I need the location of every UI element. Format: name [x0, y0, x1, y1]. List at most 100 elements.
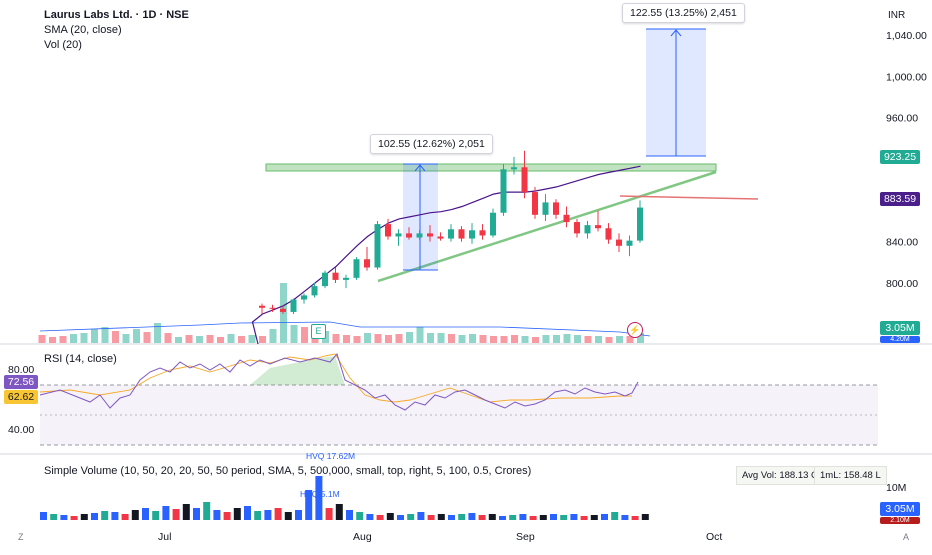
- volume-panel-bar-34: [386, 513, 394, 520]
- candle-body-23: [500, 169, 507, 213]
- volume-panel-bar-58: [631, 516, 639, 520]
- volume-panel-bar-48: [529, 516, 537, 520]
- hvq-label-1: HVQ 17.62M: [306, 451, 356, 461]
- volume-panel-bar-15: [193, 508, 200, 520]
- volume-bar-11: [154, 323, 161, 343]
- candle-body-26: [532, 192, 538, 215]
- candle-body-32: [595, 225, 601, 229]
- volume-bar-9: [133, 329, 140, 343]
- candle-body-5: [311, 286, 318, 296]
- candle-body-6: [322, 272, 328, 287]
- candle-body-3: [290, 299, 297, 312]
- volume-panel-bar-10: [142, 508, 149, 520]
- volume-panel-bar-4: [80, 514, 88, 520]
- volume-bar-25: [301, 327, 308, 343]
- volume-bar-42: [479, 335, 487, 343]
- volume-bar-36: [416, 327, 424, 343]
- volume-panel-tag-2: 2.10M: [880, 517, 920, 524]
- price-tick-2: 960.00: [886, 113, 918, 125]
- volume-bar-50: [563, 334, 571, 343]
- earnings-icon[interactable]: E: [311, 324, 326, 339]
- rsi-sma-tag: 62.62: [4, 390, 38, 404]
- measure-arrowhead-1: [414, 164, 426, 172]
- volume-panel-bar-21: [254, 511, 262, 520]
- candle-body-16: [427, 233, 433, 237]
- volume-bar-19: [238, 336, 245, 343]
- volume-panel-tag: 3.05M: [880, 502, 920, 516]
- volume-bar-54: [605, 337, 613, 343]
- volume-bar-2: [59, 336, 67, 343]
- candle-body-28: [553, 202, 559, 215]
- candle-body-31: [584, 225, 591, 234]
- time-label-oct: Oct: [706, 531, 723, 543]
- candle-body-15: [416, 233, 423, 238]
- volume-panel-bar-9: [131, 510, 139, 520]
- volume-bar-8: [122, 334, 130, 343]
- volume-panel-bar-19: [233, 508, 241, 520]
- chart-legend: Laurus Labs Ltd. · 1D · NSE SMA (20, clo…: [44, 8, 189, 53]
- dividend-flash-icon[interactable]: ⚡: [627, 322, 643, 338]
- candle-body-20: [469, 230, 475, 239]
- volume-bar-3: [70, 334, 77, 343]
- volume-panel-bar-14: [182, 504, 190, 520]
- measure-label-2[interactable]: 122.55 (13.25%) 2,451: [622, 3, 745, 23]
- volume-bar-10: [143, 332, 151, 343]
- currency-label: INR: [888, 10, 906, 21]
- volume-bar-29: [343, 335, 350, 343]
- candle-body-33: [605, 228, 612, 240]
- volume-panel-bar-36: [407, 514, 415, 520]
- volume-bar-56: [626, 336, 634, 343]
- volume-panel-bar-40: [448, 515, 455, 520]
- volume-panel-bar-8: [121, 514, 129, 520]
- volume-bar-21: [259, 336, 266, 343]
- volume-panel-bar-18: [223, 512, 231, 520]
- volume-bar-51: [574, 335, 581, 343]
- candle-body-13: [395, 233, 402, 237]
- candle-body-2: [280, 308, 286, 312]
- volume-panel-bar-54: [590, 515, 598, 520]
- candle-body-22: [490, 212, 496, 236]
- volume-bar-6: [101, 327, 109, 343]
- volume-panel-bar-0: [40, 512, 47, 520]
- candle-body-8: [343, 277, 349, 280]
- candle-body-4: [301, 295, 307, 300]
- measure-label-1[interactable]: 102.55 (12.62%) 2,051: [370, 134, 493, 154]
- volume-panel-bar-45: [499, 516, 506, 520]
- candle-body-7: [332, 272, 339, 280]
- volume-bar-0: [38, 335, 46, 343]
- candle-body-34: [616, 239, 622, 246]
- volume-bar-32: [374, 334, 382, 343]
- candle-body-9: [353, 259, 360, 278]
- sma-legend[interactable]: SMA (20, close): [44, 24, 122, 36]
- avg-vol-box: Avg Vol: 188.13 Cr: [736, 466, 828, 485]
- volume-bar-30: [353, 336, 361, 343]
- last-price-tag: 923.25: [880, 150, 920, 164]
- volume-panel-bar-2: [60, 515, 68, 520]
- auto-scale-icon[interactable]: A: [903, 532, 910, 542]
- volume-indicator-title[interactable]: Simple Volume (10, 50, 20, 20, 50, 50 pe…: [44, 465, 532, 477]
- vol-legend[interactable]: Vol (20): [44, 39, 82, 51]
- candle-body-25: [521, 167, 528, 193]
- volume-bar-4: [80, 333, 88, 343]
- volume-panel-bar-53: [580, 516, 588, 520]
- volume-panel-bar-59: [641, 514, 649, 520]
- volume-bar-17: [217, 337, 224, 343]
- one-ml-box: 1mL: 158.48 L: [814, 466, 887, 485]
- volume-panel-bar-1: [50, 514, 58, 520]
- price-tick-5: 840.00: [886, 237, 918, 249]
- zoom-icon[interactable]: Z: [18, 532, 24, 542]
- volume-panel-bar-29: [335, 504, 343, 520]
- rsi-line: [39, 352, 639, 411]
- volume-bar-20: [248, 335, 256, 343]
- volume-scale-label: 10M: [886, 482, 907, 494]
- volume-bar-33: [385, 335, 392, 343]
- volume-bar-37: [427, 333, 434, 343]
- candle-body-30: [574, 222, 580, 234]
- candle-body-24: [511, 167, 517, 170]
- volume-panel-bar-17: [213, 510, 221, 520]
- symbol-title[interactable]: Laurus Labs Ltd. · 1D · NSE: [44, 9, 189, 21]
- rsi-title[interactable]: RSI (14, close): [44, 353, 117, 365]
- volume-bar-45: [511, 335, 518, 343]
- candle-body-0: [259, 305, 265, 308]
- volume-panel-bar-27: [315, 476, 323, 520]
